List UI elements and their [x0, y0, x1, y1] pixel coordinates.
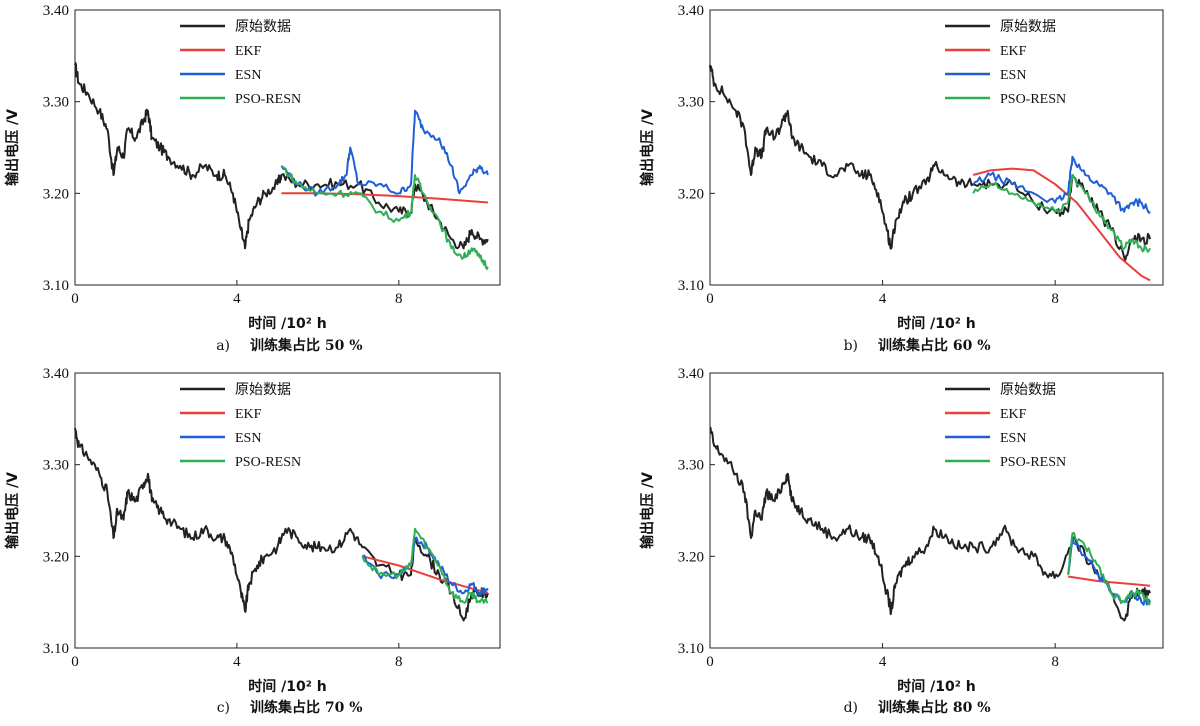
legend-label: ESN: [235, 431, 261, 446]
series-line-4: [280, 165, 489, 270]
legend-label: PSO-RESN: [235, 92, 301, 107]
y-tick-label: 3.20: [43, 186, 69, 202]
x-axis-label: 时间 /10² h: [248, 315, 326, 332]
x-tick-label: 4: [879, 291, 887, 307]
x-tick-label: 8: [1051, 291, 1059, 307]
series-line-4: [1067, 532, 1152, 606]
legend-label: EKF: [235, 407, 262, 422]
series-line-3: [280, 109, 489, 197]
panel-caption: 训练集占比 70 %: [250, 699, 363, 716]
y-axis-label: 输出电压 /V: [4, 472, 21, 549]
legend-label: EKF: [235, 44, 262, 59]
series-line-2: [281, 192, 488, 204]
legend-label: PSO-RESN: [1000, 455, 1066, 470]
series-line-1: [74, 62, 489, 250]
y-tick-label: 3.30: [678, 95, 704, 111]
panel-letter: b): [844, 338, 858, 354]
x-tick-label: 8: [1051, 654, 1059, 670]
legend-label: ESN: [1000, 68, 1026, 83]
x-axis-label: 时间 /10² h: [248, 678, 326, 695]
x-tick-label: 0: [706, 654, 714, 670]
chart-panel-1: 3.10 3.20 3.30 3.40 0 4 8 时间 /10² h 输出电压 /V a) 训练集…: [4, 3, 501, 354]
x-axis-label: 时间 /10² h: [897, 678, 975, 695]
x-tick-label: 0: [706, 291, 714, 307]
chart-panel-2: 3.10 3.20 3.30 3.40 0 4 8 时间 /10² h 输出电压 /V b) 训练集…: [639, 3, 1164, 354]
y-tick-label: 3.20: [678, 549, 704, 565]
plot-frame: [74, 9, 501, 286]
y-tick-label: 3.10: [678, 278, 704, 294]
x-tick-label: 4: [233, 291, 241, 307]
y-axis-label: 输出电压 /V: [4, 109, 21, 186]
y-axis-label: 输出电压 /V: [639, 109, 656, 186]
y-tick-label: 3.40: [678, 366, 704, 382]
y-tick-label: 3.20: [678, 186, 704, 202]
x-tick-label: 8: [395, 291, 403, 307]
y-tick-label: 3.10: [43, 278, 69, 294]
panel-letter: a): [216, 338, 230, 354]
y-axis-label: 输出电压 /V: [639, 472, 656, 549]
legend-label: ESN: [1000, 431, 1026, 446]
series-line-2: [362, 555, 489, 594]
series-line-1: [709, 64, 1152, 262]
y-tick-label: 3.30: [678, 458, 704, 474]
plot-frame: [709, 9, 1164, 286]
y-tick-label: 3.40: [678, 3, 704, 19]
y-tick-label: 3.40: [43, 3, 69, 19]
panel-letter: c): [217, 700, 230, 716]
panel-caption: 训练集占比 50 %: [250, 337, 363, 354]
x-tick-label: 0: [71, 291, 79, 307]
legend-label: 原始数据: [1000, 382, 1056, 398]
panel-caption: 训练集占比 80 %: [878, 699, 991, 716]
x-tick-label: 4: [233, 654, 241, 670]
series-line-3: [972, 155, 1151, 214]
panel-letter: d): [844, 700, 858, 716]
legend-label: 原始数据: [235, 382, 291, 398]
y-tick-label: 3.20: [43, 549, 69, 565]
x-tick-label: 0: [71, 654, 79, 670]
legend-label: 原始数据: [235, 19, 291, 35]
legend-label: EKF: [1000, 44, 1027, 59]
legend-label: PSO-RESN: [1000, 92, 1066, 107]
y-tick-label: 3.10: [43, 641, 69, 657]
legend-label: EKF: [1000, 407, 1027, 422]
x-tick-label: 8: [395, 654, 403, 670]
y-tick-label: 3.30: [43, 95, 69, 111]
y-tick-label: 3.10: [678, 641, 704, 657]
series-line-1: [709, 426, 1151, 622]
series-line-4: [972, 174, 1151, 253]
x-tick-label: 4: [879, 654, 887, 670]
legend-label: PSO-RESN: [235, 455, 301, 470]
panel-caption: 训练集占比 60 %: [878, 337, 991, 354]
plot-frame: [74, 372, 501, 649]
x-axis-label: 时间 /10² h: [897, 315, 975, 332]
y-tick-label: 3.30: [43, 458, 69, 474]
series-line-4: [361, 527, 489, 604]
plot-frame: [709, 372, 1164, 649]
chart-panel-3: 3.10 3.20 3.30 3.40 0 4 8 时间 /10² h 输出电压 /V c) 训练集…: [4, 366, 501, 716]
chart-panel-4: 3.10 3.20 3.30 3.40 0 4 8 时间 /10² h 输出电压 /V d) 训练集…: [639, 366, 1164, 716]
y-tick-label: 3.40: [43, 366, 69, 382]
legend-label: ESN: [235, 68, 261, 83]
legend-label: 原始数据: [1000, 19, 1056, 35]
series-line-2: [1067, 575, 1151, 587]
